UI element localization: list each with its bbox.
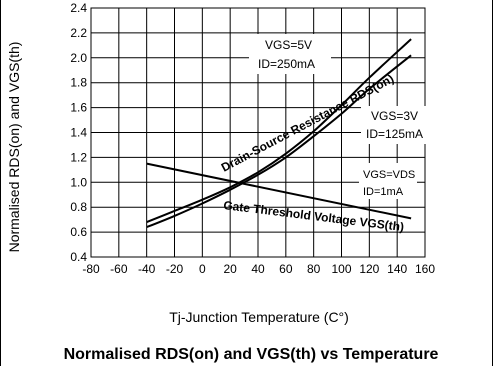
y-tick-label-8: 2.0 (70, 51, 87, 65)
y-tick-label-10: 2.4 (70, 1, 87, 15)
y-tick-label-0: 0.4 (70, 250, 87, 264)
y-tick-label-2: 0.8 (70, 200, 87, 214)
x-tick-label-8: 80 (307, 262, 321, 276)
x-tick-label-12: 160 (415, 262, 435, 276)
y-tick-label-4: 1.2 (70, 150, 87, 164)
y-tick-labels: 0.4 0.6 0.8 1.0 1.2 1.4 1.6 1.8 2.0 2.2 2.4 (70, 1, 87, 264)
condition-box-3v: VGS=3V ID=125mA (361, 106, 431, 144)
x-tick-label-3: -20 (166, 262, 184, 276)
condition-5v-vgs: VGS=5V (265, 38, 312, 52)
rds-3v-line (146, 54, 412, 229)
x-tick-label-10: 120 (359, 262, 379, 276)
x-tick-label-7: 60 (279, 262, 293, 276)
y-tick-label-3: 1.0 (70, 175, 87, 189)
x-tick-label-11: 140 (387, 262, 407, 276)
x-tick-label-1: -60 (110, 262, 128, 276)
x-tick-label-4: 0 (199, 262, 206, 276)
y-tick-label-1: 0.6 (70, 225, 87, 239)
condition-vds-id: ID=1mA (363, 186, 404, 198)
vgs-th-line (146, 162, 412, 220)
x-tick-label-2: -40 (138, 262, 156, 276)
x-axis-label: Tj-Junction Temperature (C°) (169, 309, 349, 325)
y-tick-label-9: 2.2 (70, 26, 87, 40)
x-tick-label-6: 40 (251, 262, 265, 276)
chart-title: Normalised RDS(on) and VGS(th) vs Temper… (64, 346, 439, 363)
x-tick-label-9: 100 (331, 262, 351, 276)
condition-5v-id: ID=250mA (258, 57, 315, 71)
x-tick-label-0: -80 (82, 262, 100, 276)
x-tick-labels: -80 -60 -40 -20 0 20 40 60 80 100 120 140 160 (82, 262, 435, 276)
condition-box-vds: VGS=VDS ID=1mA (359, 163, 417, 199)
condition-vds-vgs: VGS=VDS (363, 169, 415, 181)
y-tick-label-7: 1.8 (70, 76, 87, 90)
series-lines (146, 38, 412, 229)
y-tick-label-5: 1.4 (70, 126, 87, 140)
y-tick-label-6: 1.6 (70, 101, 87, 115)
x-tick-label-5: 20 (223, 262, 237, 276)
rds-5v-line (146, 38, 412, 224)
condition-box-5v: VGS=5V ID=250mA (249, 34, 331, 74)
y-axis-label: Normalised RDS(on) and VGS(th) (6, 42, 22, 253)
condition-3v-vgs: VGS=3V (371, 109, 418, 123)
condition-3v-id: ID=125mA (366, 127, 423, 141)
